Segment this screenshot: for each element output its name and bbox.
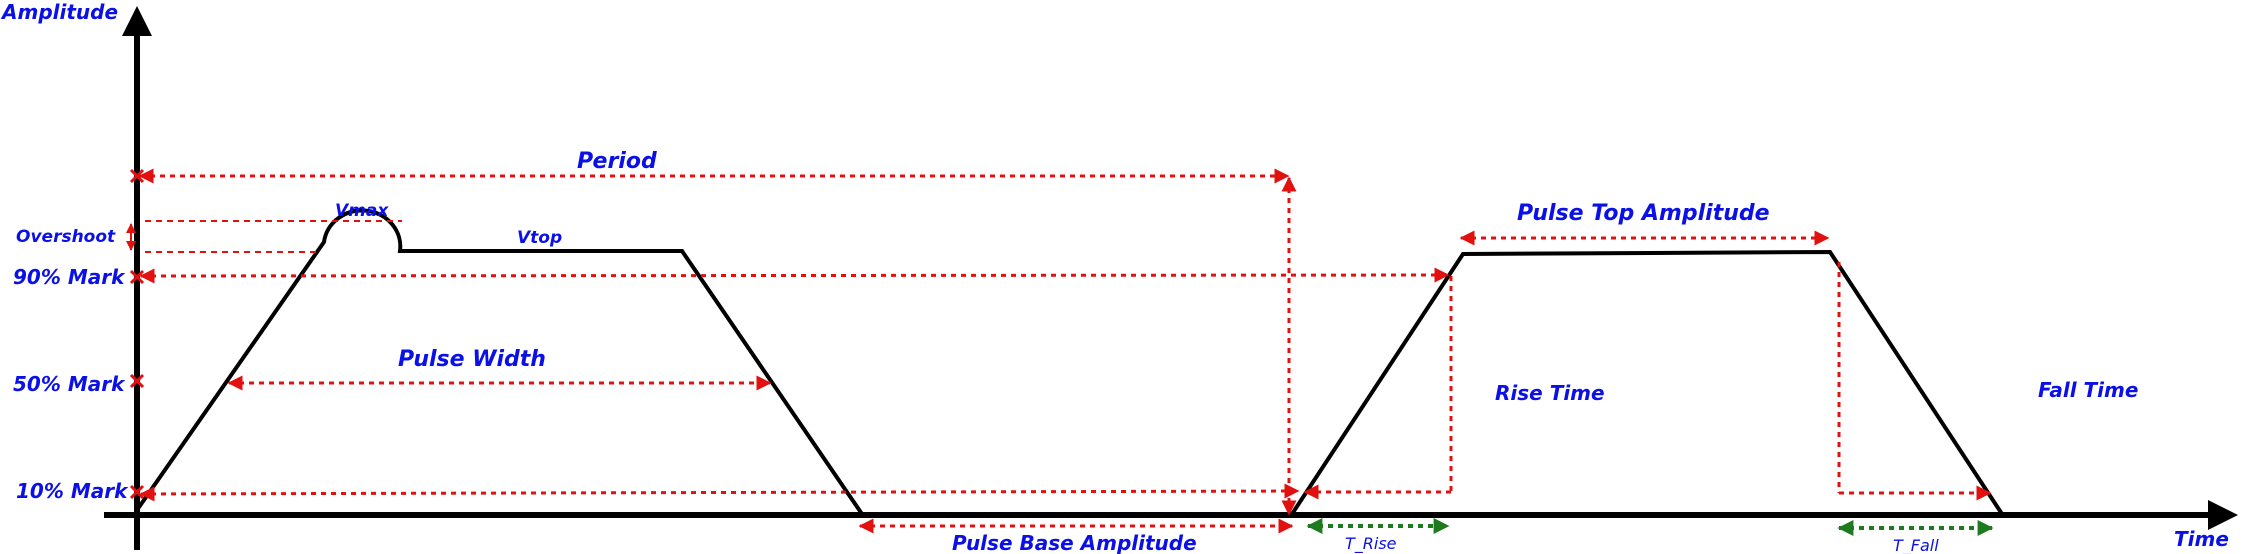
pulse-width-label: Pulse Width [398,347,546,372]
fall-time-label: Fall Time [2038,378,2138,402]
vtop-label: Vtop [517,228,562,248]
pulse-top-amplitude-label: Pulse Top Amplitude [1517,201,1770,226]
t-fall-label: T_Fall [1893,536,1939,554]
vmax-label: Vmax [335,201,389,221]
overshoot-label: Overshoot [16,227,116,247]
pulse-1-waveform [135,208,864,516]
mark-10-arrow [139,483,1300,502]
mark-10-label: 10% Mark [16,479,129,503]
rise-time-label: Rise Time [1495,381,1605,405]
t-rise-label: T_Rise [1345,534,1397,554]
mark-50-label: 50% Mark [13,372,126,396]
pulse-base-amplitude-label: Pulse Base Amplitude [952,531,1197,554]
mark-90-arrow [139,267,1450,284]
period-label: Period [577,149,657,174]
mark-90-label: 90% Mark [13,265,126,289]
amplitude-axis-label: Amplitude [0,0,118,24]
pulse-2-waveform [1290,249,2004,516]
time-axis-label: Time [2174,527,2229,551]
